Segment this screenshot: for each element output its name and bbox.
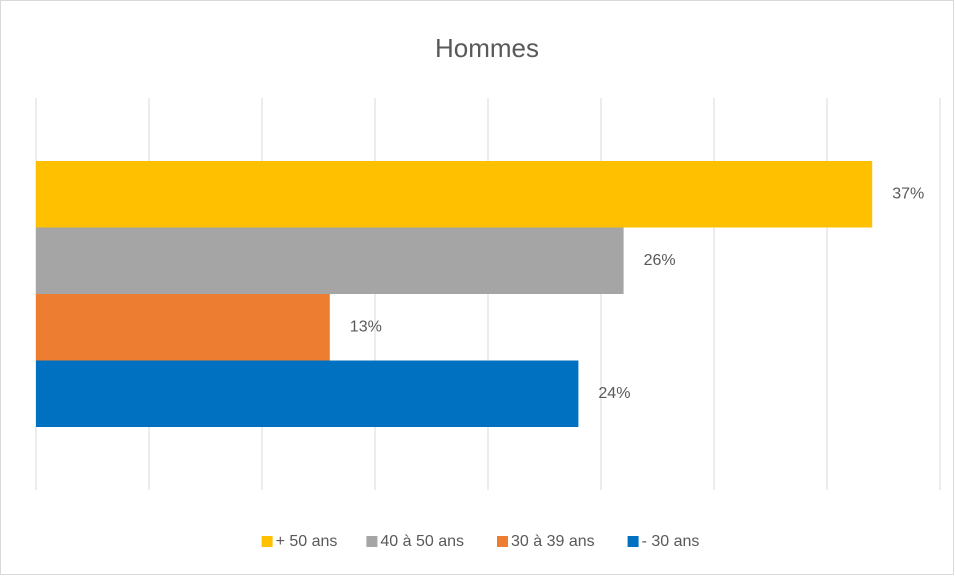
legend-label: + 50 ans <box>276 533 338 550</box>
legend-swatch <box>627 536 639 547</box>
legend-swatch <box>497 536 508 547</box>
data-label: 24% <box>598 385 630 402</box>
bar <box>36 360 579 427</box>
data-label: 13% <box>350 318 382 335</box>
legend-swatch <box>261 536 273 547</box>
bar <box>36 294 330 361</box>
data-label: 37% <box>892 185 924 202</box>
legend-label: 30 à 39 ans <box>511 533 595 550</box>
bar <box>36 227 624 294</box>
bar <box>36 161 873 228</box>
chart-title: Hommes <box>435 33 539 63</box>
legend-label: - 30 ans <box>642 533 700 550</box>
legend-swatch <box>366 536 378 547</box>
legend-label: 40 à 50 ans <box>380 533 464 550</box>
data-label: 26% <box>644 252 676 269</box>
